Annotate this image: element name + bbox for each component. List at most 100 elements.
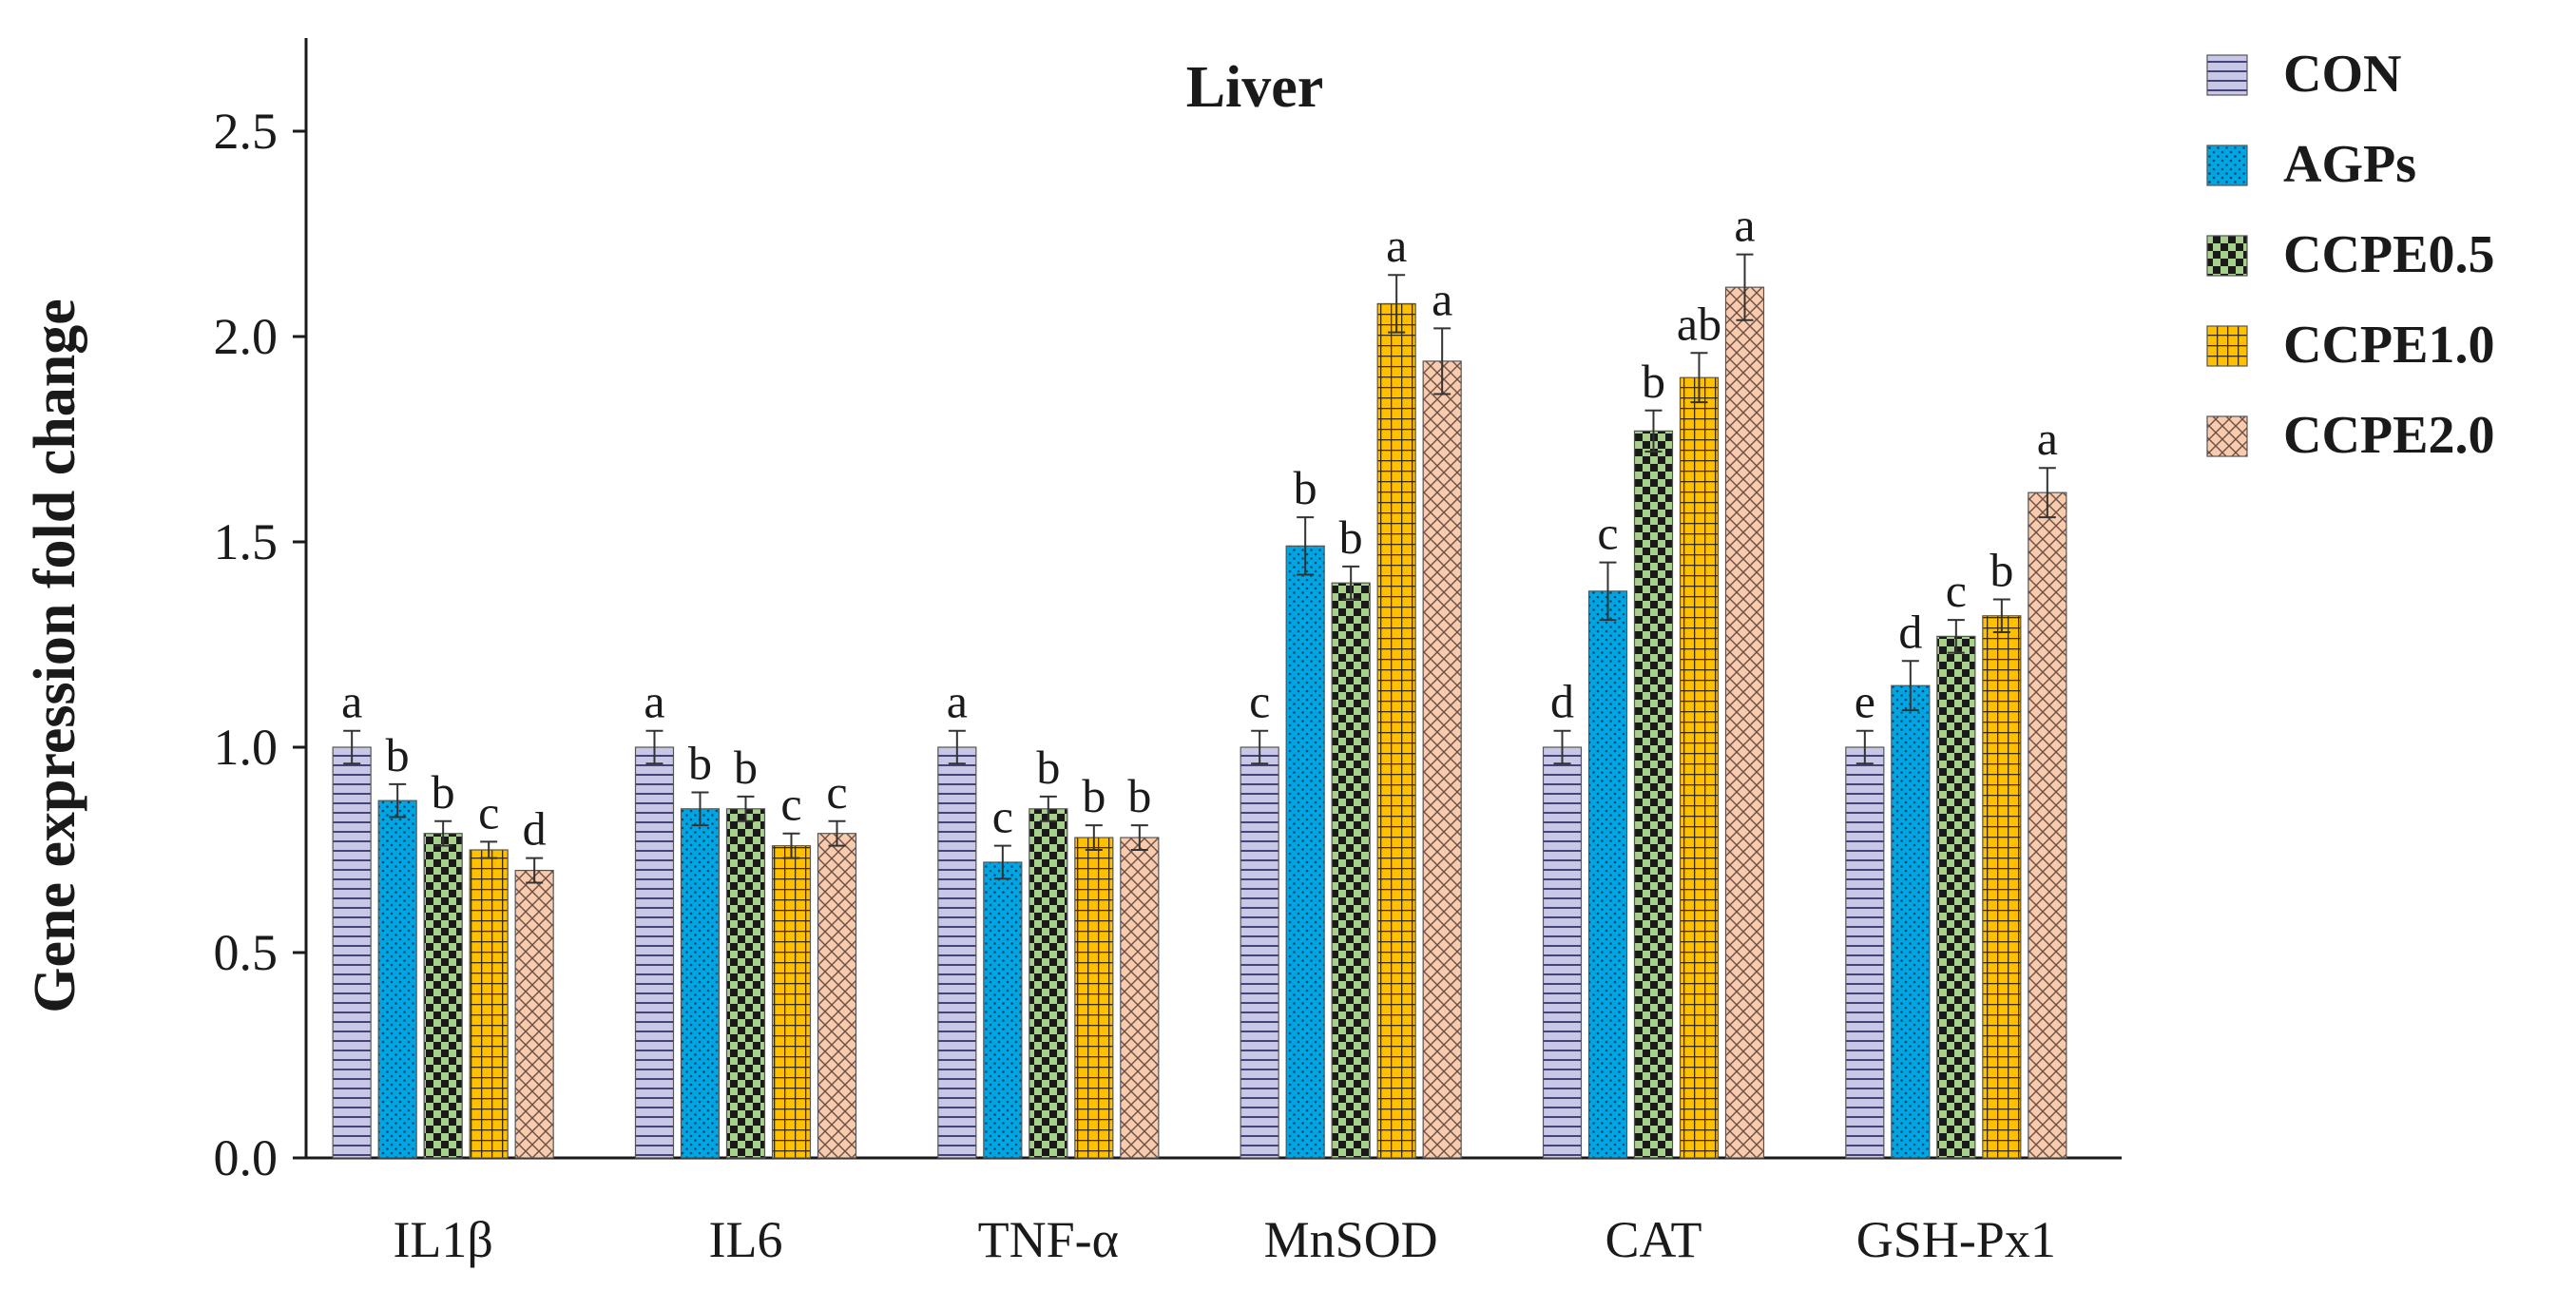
significance-letter: c [1946,564,1967,617]
bar-ccpe20-0 [514,869,554,1159]
legend-swatch [2206,325,2248,367]
bar-ccpe20-2 [1120,837,1160,1159]
y-tick-label: 1.5 [214,513,279,570]
bar-con-5 [1845,746,1885,1159]
significance-letter: a [644,675,664,728]
bar-ccpe10-1 [771,845,812,1159]
legend-item: CON [2206,45,2401,104]
significance-letter: e [1855,675,1875,728]
legend-item: CCPE1.0 [2206,316,2494,375]
bar-ccpe10-5 [1982,615,2022,1159]
x-tick-label: GSH-Px1 [1856,1211,2056,1268]
bar-ccpe05-2 [1028,808,1068,1159]
y-tick-label: 2.5 [214,103,279,160]
x-tick-label: CAT [1605,1211,1701,1268]
bar-group: c bb aa [1240,219,1462,1159]
bar-ccpe20-4 [1724,286,1765,1159]
bar-agps-5 [1891,684,1931,1159]
significance-letter: d [523,802,547,856]
legend-label: CCPE2.0 [2283,406,2494,465]
bar-group: edc b a [1845,412,2067,1159]
significance-letter: c [478,785,499,838]
significance-letter: c [780,778,801,831]
y-axis-label: Gene expression fold change [23,299,87,1012]
legend-item: AGPs [2206,135,2416,194]
legend-swatch [2206,54,2248,96]
significance-letter: a [1386,219,1407,272]
legend-item: CCPE0.5 [2206,225,2494,284]
bar-ccpe05-0 [423,833,463,1159]
bar-con-3 [1240,746,1279,1159]
legend-label: CON [2283,45,2401,104]
significance-letter: b [1082,769,1105,822]
bar-ccpe05-3 [1331,582,1371,1159]
bar-group: ab bc c [634,675,857,1159]
significance-letter: b [386,728,410,781]
bar-con-0 [332,746,372,1159]
legend-label: AGPs [2283,135,2416,194]
legend-swatch [2206,235,2248,277]
bar-ccpe10-4 [1679,376,1720,1159]
bar-agps-0 [377,800,417,1159]
bar-ccpe20-3 [1422,360,1462,1159]
bar-ccpe10-3 [1376,302,1416,1159]
legend-swatch [2206,415,2248,457]
bar-group: abb c d [332,675,554,1159]
significance-letter: c [992,790,1013,843]
chart-title: Liver [1186,55,1324,120]
legend: CON AGPs CCPE0.5 CCPE1.0 CCPE2.0 [2206,45,2494,465]
significance-letter: b [432,765,455,819]
y-tick-label: 0.0 [214,1129,279,1186]
x-tick-label: TNF-α [978,1211,1119,1268]
significance-letter: a [2037,412,2058,465]
significance-letter: b [734,741,758,794]
significance-letter: c [826,765,847,819]
bar-con-4 [1542,746,1583,1159]
bar-ccpe10-0 [469,849,509,1159]
legend-swatch [2206,145,2248,186]
bar-agps-3 [1285,545,1325,1159]
significance-letter: d [1898,605,1922,658]
bar-ccpe20-5 [2028,491,2067,1159]
y-tick-label: 1.0 [214,719,279,776]
bar-ccpe10-2 [1074,837,1114,1159]
bar-ccpe05-1 [725,808,766,1159]
bar-agps-4 [1587,590,1628,1159]
bar-ccpe05-4 [1633,430,1674,1159]
legend-label: CCPE1.0 [2283,316,2494,375]
bar-agps-1 [680,808,721,1159]
bar-ccpe05-5 [1936,635,1976,1159]
significance-letter: b [1339,511,1363,564]
x-tick-label: IL1β [393,1211,492,1268]
y-tick-label: 0.5 [214,924,279,981]
significance-letter: b [1127,769,1151,822]
bar-ccpe20-1 [817,833,857,1159]
x-axis-tick-labels: IL1β IL6 TNF-α MnSOD CAT GSH-Px1 [393,1211,2055,1268]
significance-letter: d [1550,675,1574,728]
x-tick-label: IL6 [709,1211,783,1268]
bar-con-2 [937,746,977,1159]
significance-letter: b [1294,461,1317,514]
significance-letter: b [1642,355,1665,408]
y-axis-ticks: 0.0 0.5 1.0 1.5 2.0 2.5 [214,103,306,1186]
legend-item: CCPE2.0 [2206,406,2494,465]
bar-con-1 [634,746,675,1159]
significance-letter: a [947,675,968,728]
y-tick-label: 2.0 [214,308,279,365]
significance-letter: c [1249,675,1270,728]
significance-letter: c [1597,507,1618,560]
significance-letter: a [1734,199,1755,252]
significance-letter: b [688,737,712,790]
significance-letter: a [341,675,362,728]
significance-letter: a [1432,272,1452,325]
significance-letter: b [1036,741,1060,794]
x-tick-label: MnSOD [1264,1211,1438,1268]
bar-agps-2 [983,861,1023,1159]
legend-label: CCPE0.5 [2283,225,2494,284]
significance-letter: b [1990,543,2013,596]
significance-letter: ab [1677,297,1721,350]
